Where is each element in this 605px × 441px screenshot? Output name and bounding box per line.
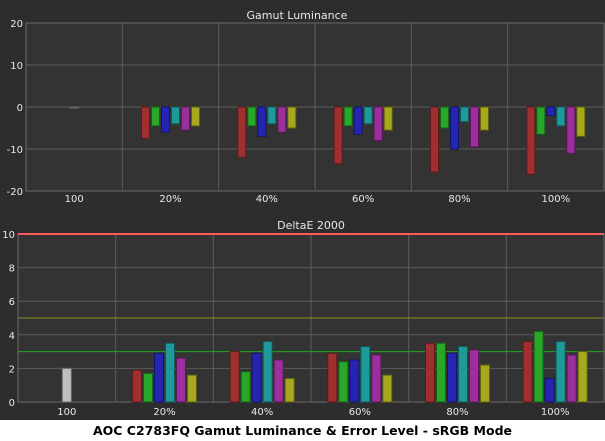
- bar-magenta-40%: [277, 106, 287, 133]
- x-tick-label: 60%: [352, 194, 374, 205]
- y-tick-label: 0: [9, 398, 15, 409]
- bar-white-100: [69, 106, 79, 109]
- x-tick-label: 100: [57, 407, 76, 418]
- y-tick-label: 4: [9, 331, 15, 342]
- x-tick-label: 20%: [159, 194, 181, 205]
- bar-white-100: [61, 367, 72, 403]
- x-tick-label: 100: [65, 194, 84, 205]
- bar-green-20%: [143, 372, 153, 403]
- bar-green-40%: [247, 106, 257, 127]
- y-tick-label: -20: [7, 187, 23, 198]
- bar-red-40%: [237, 106, 247, 158]
- bar-green-40%: [240, 371, 251, 403]
- bar-cyan-40%: [262, 341, 273, 403]
- bar-magenta-100%: [566, 354, 577, 403]
- bar-cyan-40%: [267, 106, 277, 125]
- bar-cyan-60%: [360, 346, 371, 403]
- bar-yellow-20%: [191, 106, 200, 127]
- bar-red-20%: [141, 106, 150, 139]
- bar-red-100%: [526, 106, 536, 175]
- x-tick-label: 100%: [542, 194, 571, 205]
- bar-cyan-60%: [363, 106, 373, 125]
- bar-blue-40%: [257, 106, 267, 137]
- x-tick-label: 40%: [251, 407, 273, 418]
- bar-green-100%: [533, 330, 544, 403]
- bar-yellow-60%: [382, 374, 393, 403]
- bar-cyan-20%: [165, 342, 175, 403]
- bar-green-60%: [343, 106, 353, 127]
- bar-blue-60%: [353, 106, 363, 135]
- bar-green-20%: [151, 106, 160, 127]
- bar-red-20%: [132, 369, 142, 403]
- bar-blue-100%: [544, 377, 555, 403]
- bar-yellow-80%: [480, 364, 490, 403]
- y-tick-label: -10: [7, 145, 23, 156]
- caption-bar: AOC C2783FQ Gamut Luminance & Error Leve…: [0, 420, 605, 441]
- bar-blue-80%: [447, 352, 457, 403]
- bar-yellow-40%: [284, 377, 295, 403]
- y-tick-label: 0: [17, 103, 23, 114]
- y-tick-label: 8: [9, 264, 15, 275]
- bar-blue-20%: [161, 106, 170, 133]
- bar-magenta-60%: [371, 354, 382, 403]
- bar-green-100%: [536, 106, 546, 135]
- bar-cyan-80%: [458, 346, 468, 403]
- bar-blue-80%: [450, 106, 459, 150]
- x-tick-label: 40%: [256, 194, 278, 205]
- bar-yellow-100%: [577, 351, 588, 403]
- bar-magenta-20%: [176, 357, 186, 403]
- bar-yellow-20%: [187, 374, 197, 403]
- x-tick-label: 60%: [349, 407, 371, 418]
- bar-red-100%: [522, 341, 533, 403]
- plot-border: [25, 22, 605, 192]
- x-tick-label: 20%: [153, 407, 175, 418]
- y-tick-label: 2: [9, 364, 15, 375]
- caption: AOC C2783FQ Gamut Luminance & Error Leve…: [92, 423, 513, 438]
- bar-magenta-20%: [181, 106, 190, 131]
- y-tick-label: 10: [2, 230, 15, 241]
- bar-red-60%: [333, 106, 343, 165]
- bar-cyan-80%: [460, 106, 469, 123]
- bar-magenta-100%: [566, 106, 576, 154]
- bar-blue-20%: [154, 352, 164, 403]
- deltae-chart: 10 8 6 4 2 0 100 20% 40% 60% 80% 100% DeltaE 2000: [2, 219, 605, 418]
- bar-yellow-60%: [383, 106, 393, 131]
- bar-blue-60%: [349, 359, 360, 403]
- bar-green-80%: [440, 106, 449, 129]
- bar-green-60%: [338, 361, 349, 403]
- y-tick-label: 6: [9, 297, 15, 308]
- bar-blue-100%: [546, 106, 556, 116]
- bar-cyan-100%: [556, 106, 566, 127]
- bar-magenta-40%: [273, 359, 284, 403]
- bar-yellow-40%: [287, 106, 297, 129]
- bar-blue-40%: [251, 352, 262, 403]
- bar-magenta-80%: [469, 349, 479, 403]
- bar-red-60%: [327, 352, 338, 403]
- y-tick-label: 20: [10, 19, 23, 30]
- bar-cyan-20%: [171, 106, 180, 125]
- bar-yellow-100%: [576, 106, 586, 137]
- x-tick-label: 100%: [541, 407, 570, 418]
- chart-title: DeltaE 2000: [277, 219, 345, 232]
- bar-magenta-60%: [373, 106, 383, 142]
- bar-cyan-100%: [555, 341, 566, 403]
- bar-red-80%: [430, 106, 439, 173]
- x-tick-label: 80%: [448, 194, 470, 205]
- y-tick-label: 10: [10, 61, 23, 72]
- chart-title: Gamut Luminance: [247, 9, 348, 22]
- bar-yellow-80%: [480, 106, 489, 131]
- bar-magenta-80%: [470, 106, 479, 148]
- bar-green-80%: [436, 342, 446, 403]
- bar-red-80%: [425, 342, 435, 403]
- x-tick-label: 80%: [446, 407, 468, 418]
- bar-red-40%: [229, 351, 240, 403]
